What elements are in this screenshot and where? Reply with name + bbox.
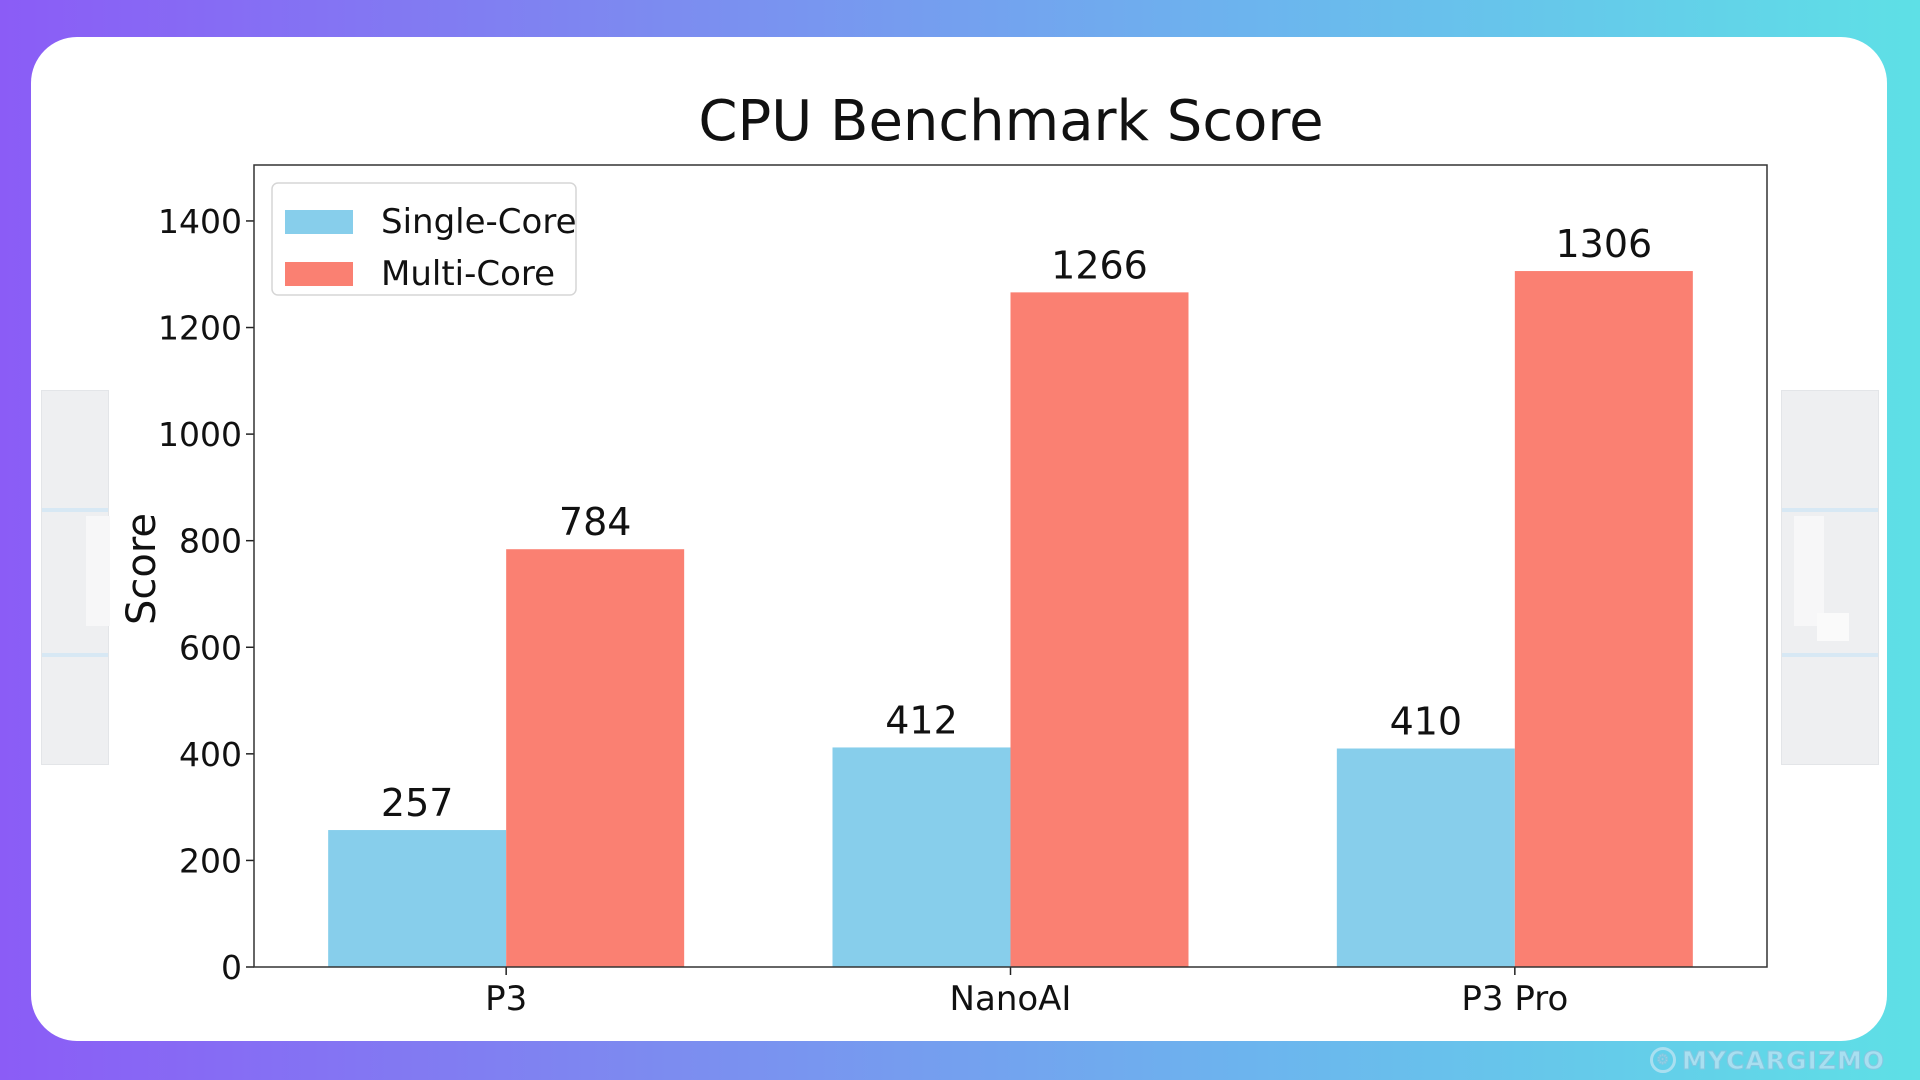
data-label: 412 <box>885 698 958 742</box>
background-panel-right <box>1781 390 1879 765</box>
y-tick-label: 1400 <box>158 202 242 241</box>
chart-title: CPU Benchmark Score <box>698 89 1323 154</box>
y-tick-label: 600 <box>179 628 242 667</box>
data-label: 1306 <box>1555 222 1652 266</box>
bar-single-core-p3 <box>328 830 507 967</box>
y-tick-label: 0 <box>221 948 242 987</box>
bar-multi-core-p3 <box>506 549 685 967</box>
legend-label: Single-Core <box>381 202 576 242</box>
bar-single-core-nanoai <box>832 747 1011 967</box>
y-tick-label: 400 <box>179 735 242 774</box>
y-axis-label: Score <box>119 513 165 625</box>
background-panel-left <box>41 390 110 765</box>
y-tick-label: 200 <box>179 841 242 880</box>
data-label: 410 <box>1390 700 1463 744</box>
y-tick-label: 800 <box>179 522 242 561</box>
data-label: 1266 <box>1051 243 1148 287</box>
data-label: 784 <box>559 500 632 544</box>
legend-label: Multi-Core <box>381 254 555 294</box>
y-tick-label: 1000 <box>158 415 242 454</box>
legend: Single-Core Multi-Core <box>271 182 577 296</box>
legend-swatch <box>285 262 353 286</box>
x-tick-label: P3 <box>485 979 527 1019</box>
x-tick-label: NanoAI <box>950 979 1072 1019</box>
bar-multi-core-nanoai <box>1010 292 1189 967</box>
plot-frame <box>253 164 1768 968</box>
watermark: ⚙ MYCARGIZMO <box>1650 1043 1885 1077</box>
x-tick-label: P3 Pro <box>1461 979 1568 1019</box>
bar-single-core-p3-pro <box>1336 748 1515 967</box>
gear-logo-icon: ⚙ <box>1650 1047 1676 1073</box>
y-tick-label: 1200 <box>158 309 242 348</box>
legend-swatch <box>285 210 353 234</box>
watermark-text: MYCARGIZMO <box>1681 1045 1886 1075</box>
data-label: 257 <box>381 781 454 825</box>
plot-area: 257 784 P3 412 1266 NanoAI 410 1306 P3 Pro 0 200 40… <box>158 164 1768 1019</box>
bar-multi-core-p3-pro <box>1514 271 1693 968</box>
